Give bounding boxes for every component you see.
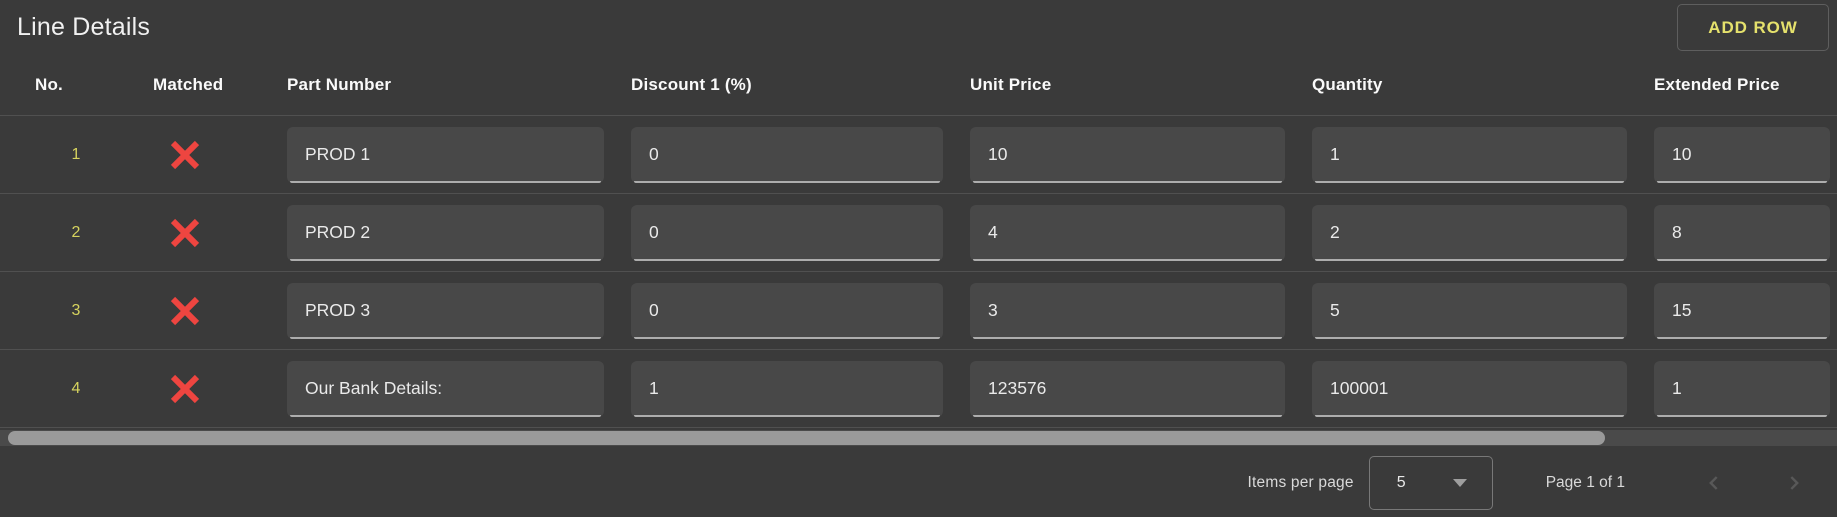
column-header-quantity: Quantity — [1312, 75, 1383, 94]
previous-page-button[interactable] — [1701, 470, 1727, 496]
matched-status-cell — [135, 272, 287, 349]
discount-1-field-wrap — [631, 282, 943, 339]
column-header-no: No. — [35, 75, 63, 94]
unit-price-field-wrap — [970, 204, 1285, 261]
discount-1-field-wrap — [631, 204, 943, 261]
extended-price-input[interactable] — [1654, 282, 1830, 339]
unit-price-field-wrap — [970, 126, 1285, 183]
unit-price-field-wrap — [970, 360, 1285, 417]
quantity-field-wrap — [1312, 360, 1627, 417]
row-number: 1 — [71, 145, 81, 163]
table-row: 3 — [0, 272, 1837, 350]
quantity-input[interactable] — [1312, 126, 1627, 183]
part-number-input[interactable] — [287, 360, 604, 417]
table-header-row: No. Matched Part Number Discount 1 (%) U… — [0, 55, 1837, 116]
part-number-input[interactable] — [287, 204, 604, 261]
page-range-label: Page 1 of 1 — [1545, 473, 1625, 491]
extended-price-input[interactable] — [1654, 126, 1830, 183]
items-per-page-label: Items per page — [1247, 473, 1354, 491]
part-number-input[interactable] — [287, 126, 604, 183]
unit-price-input[interactable] — [970, 360, 1285, 417]
extended-price-field-wrap — [1654, 204, 1830, 261]
matched-status-cell — [135, 116, 287, 193]
page-title: Line Details — [17, 13, 151, 41]
unit-price-input[interactable] — [970, 282, 1285, 339]
scrollbar-thumb[interactable] — [8, 431, 1605, 445]
unit-price-input[interactable] — [970, 204, 1285, 261]
paginator: Items per page 5 Page 1 of 1 — [0, 448, 1837, 517]
chevron-left-icon — [1709, 475, 1718, 490]
red-x-icon — [170, 140, 200, 169]
discount-1-input[interactable] — [631, 360, 943, 417]
horizontal-scrollbar — [0, 428, 1837, 448]
row-number: 4 — [71, 379, 81, 397]
column-header-matched: Matched — [153, 75, 224, 94]
part-number-field-wrap — [287, 282, 604, 339]
red-x-icon — [170, 218, 200, 247]
items-per-page-select[interactable]: 5 — [1368, 455, 1493, 510]
part-number-field-wrap — [287, 360, 604, 417]
discount-1-field-wrap — [631, 126, 943, 183]
table-row: 4 — [0, 350, 1837, 428]
caret-down-icon — [1452, 478, 1467, 487]
quantity-input[interactable] — [1312, 204, 1627, 261]
quantity-field-wrap — [1312, 282, 1627, 339]
quantity-field-wrap — [1312, 204, 1627, 261]
discount-1-input[interactable] — [631, 282, 943, 339]
extended-price-field-wrap — [1654, 126, 1830, 183]
extended-price-field-wrap — [1654, 360, 1830, 417]
panel-header: Line Details ADD ROW — [0, 0, 1837, 55]
quantity-input[interactable] — [1312, 282, 1627, 339]
chevron-right-icon — [1790, 475, 1799, 490]
add-row-button[interactable]: ADD ROW — [1677, 4, 1829, 51]
quantity-field-wrap — [1312, 126, 1627, 183]
row-number: 2 — [71, 223, 81, 241]
extended-price-input[interactable] — [1654, 204, 1830, 261]
table-row: 1 — [0, 116, 1837, 194]
part-number-field-wrap — [287, 204, 604, 261]
part-number-input[interactable] — [287, 282, 604, 339]
items-per-page-value: 5 — [1396, 473, 1406, 491]
discount-1-field-wrap — [631, 360, 943, 417]
extended-price-input[interactable] — [1654, 360, 1830, 417]
row-number: 3 — [71, 301, 81, 319]
matched-status-cell — [135, 194, 287, 271]
column-header-unit-price: Unit Price — [970, 75, 1052, 94]
column-header-extended-price: Extended Price — [1654, 75, 1780, 94]
part-number-field-wrap — [287, 126, 604, 183]
red-x-icon — [170, 374, 200, 403]
extended-price-field-wrap — [1654, 282, 1830, 339]
matched-status-cell — [135, 350, 287, 427]
red-x-icon — [170, 296, 200, 325]
column-header-discount-1: Discount 1 (%) — [631, 75, 752, 94]
next-page-button[interactable] — [1781, 470, 1807, 496]
discount-1-input[interactable] — [631, 126, 943, 183]
unit-price-field-wrap — [970, 282, 1285, 339]
discount-1-input[interactable] — [631, 204, 943, 261]
quantity-input[interactable] — [1312, 360, 1627, 417]
column-header-part-number: Part Number — [287, 75, 392, 94]
unit-price-input[interactable] — [970, 126, 1285, 183]
table-row: 2 — [0, 194, 1837, 272]
